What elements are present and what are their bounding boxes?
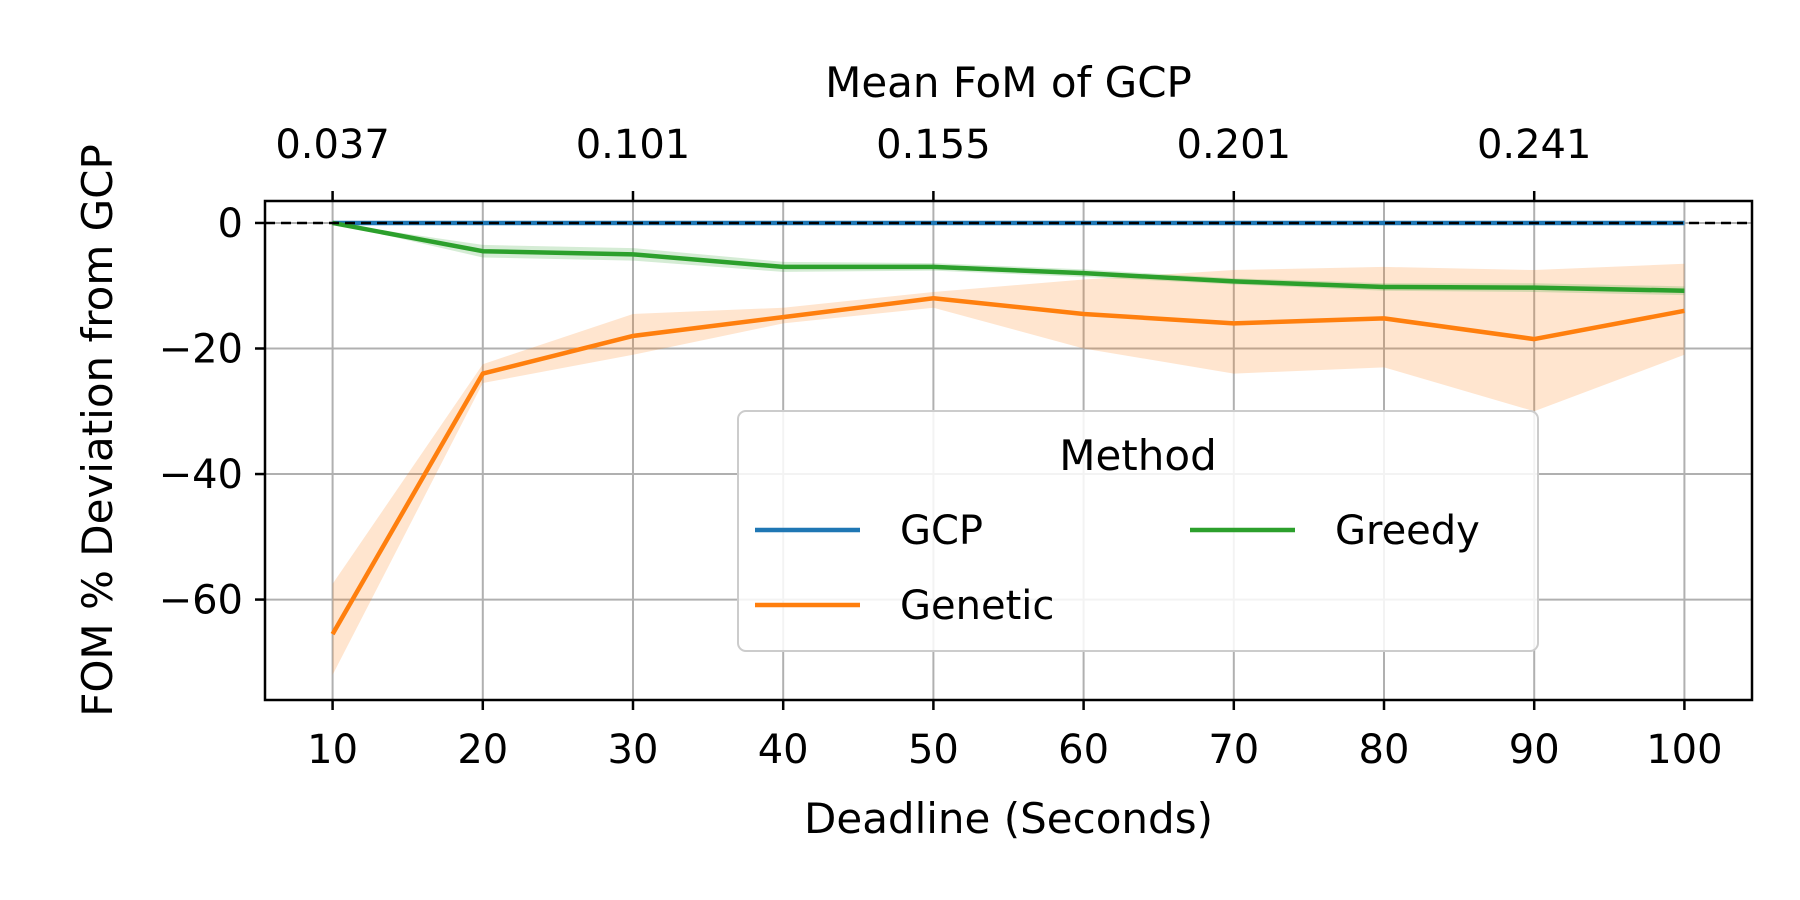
x-tick-label: 100 <box>1646 727 1722 773</box>
ticks: 10 20 30 40 50 60 70 80 90 100 0 −20 −40 −60 0.037 0.10… <box>159 122 1723 773</box>
legend-entry-gcp: GCP <box>755 508 983 554</box>
legend-entries: GCP Genetic Greedy <box>755 508 1480 629</box>
x-tick-label: 20 <box>457 727 508 773</box>
legend-label-greedy: Greedy <box>1335 508 1480 554</box>
top-tick-label: 0.037 <box>275 122 390 168</box>
x-axis-title: Deadline (Seconds) <box>804 794 1213 843</box>
x-tick-label: 40 <box>758 727 809 773</box>
legend-label-gcp: GCP <box>900 508 983 554</box>
x-tick-label: 90 <box>1509 727 1560 773</box>
x-tick-label: 60 <box>1058 727 1109 773</box>
legend-title: Method <box>1059 431 1217 480</box>
x-tick-label: 50 <box>908 727 959 773</box>
x-tick-label: 70 <box>1208 727 1259 773</box>
band-greedy <box>332 222 1685 296</box>
top-tick-label: 0.201 <box>1177 122 1292 168</box>
y-tick-label: 0 <box>218 201 243 247</box>
legend: Method GCP Genetic Greedy <box>737 410 1539 652</box>
plot-area-frame <box>263 199 1754 702</box>
y-tick-label: −40 <box>159 452 243 498</box>
top-axis-title: Mean FoM of GCP <box>825 58 1192 107</box>
legend-box <box>737 410 1539 652</box>
series-line-genetic <box>330 296 1685 636</box>
top-tick-label: 0.155 <box>876 122 991 168</box>
band-genetic <box>332 263 1685 675</box>
legend-label-genetic: Genetic <box>900 583 1054 629</box>
legend-entry-genetic: Genetic <box>755 583 1054 629</box>
y-tick-label: −20 <box>159 327 243 373</box>
x-tick-label: 80 <box>1359 727 1410 773</box>
y-axis-title: FOM % Deviation from GCP <box>73 144 122 717</box>
top-tick-label: 0.241 <box>1477 122 1592 168</box>
series-line-greedy <box>332 220 1685 294</box>
x-tick-label: 10 <box>307 727 358 773</box>
y-tick-label: −60 <box>159 578 243 624</box>
legend-entry-greedy: Greedy <box>1190 508 1480 554</box>
x-tick-label: 30 <box>608 727 659 773</box>
top-tick-label: 0.101 <box>576 122 691 168</box>
